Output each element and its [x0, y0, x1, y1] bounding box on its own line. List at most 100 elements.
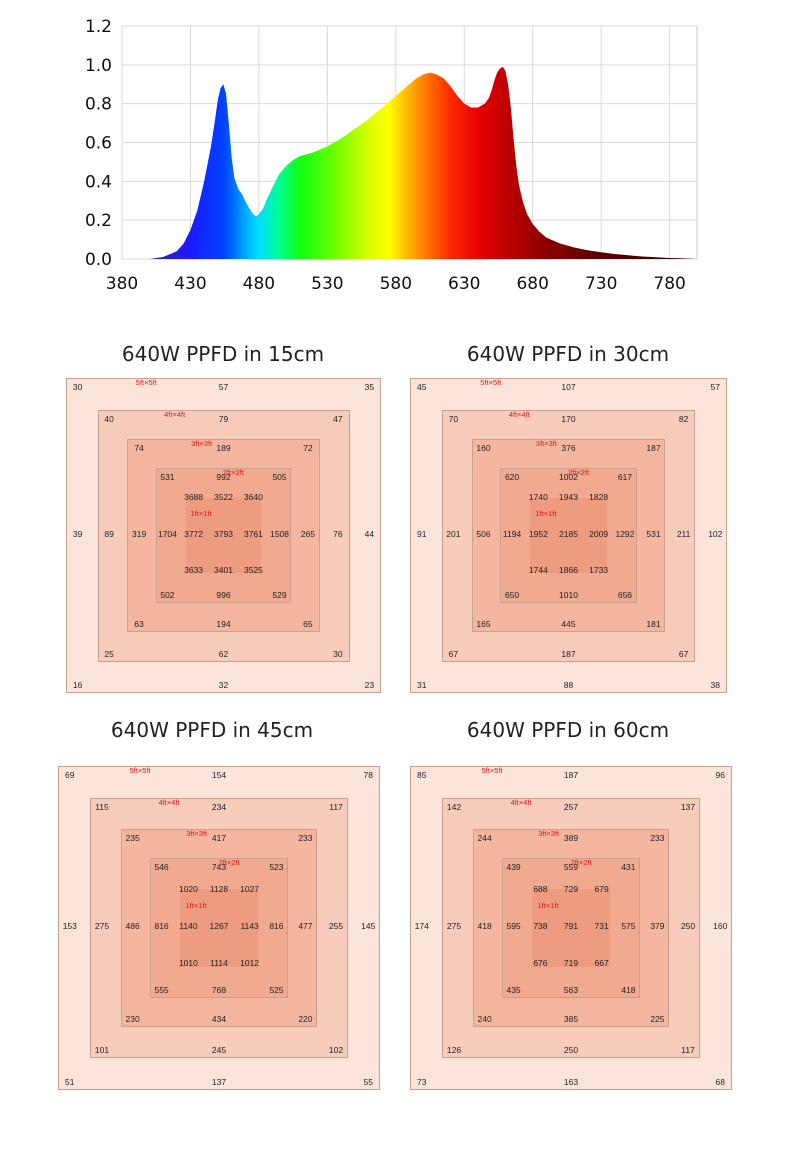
ppfd-value: 85 — [417, 770, 427, 780]
spectrum-chart: 0.0 0.2 0.4 0.6 0.8 1.0 1.2 380 430 480 530 580 630 6… — [85, 17, 698, 294]
1ft-zone-square — [530, 497, 607, 574]
ppfd-value: 531 — [646, 528, 661, 539]
ppfd-value: 142 — [446, 802, 462, 813]
ppfd-value: 72 — [303, 443, 313, 454]
ppfd-value: 38 — [710, 680, 721, 690]
ppfd-value: 2009 — [589, 528, 609, 539]
ppfd-value: 656 — [617, 590, 633, 601]
ppfd-value: 1143 — [240, 921, 259, 931]
ppfd-value: 319 — [132, 528, 147, 539]
ppfd-value: 69 — [65, 770, 75, 780]
zone-size-label: 2ft×2ft — [567, 467, 590, 477]
ppfd-value: 617 — [617, 471, 633, 482]
ppfd-value: 563 — [563, 984, 579, 995]
ppfd-value: 1267 — [209, 921, 229, 931]
ppfd-value: 32 — [218, 680, 229, 690]
zone-size-label: 4ft×4ft — [508, 409, 530, 419]
y-tick-label: 0.0 — [85, 250, 112, 270]
ppfd-value: 1140 — [179, 921, 198, 931]
zone-size-label: 2ft×2ft — [218, 858, 240, 868]
ppfd-value: 3640 — [243, 492, 263, 503]
ppfd-value: 88 — [563, 680, 574, 690]
ppfd-value: 51 — [65, 1077, 75, 1087]
ppfd-value: 559 — [563, 862, 579, 873]
ppfd-value: 137 — [680, 802, 696, 813]
ppfd-value: 1508 — [270, 528, 290, 539]
ppfd-value: 743 — [211, 862, 227, 873]
ppfd-value: 96 — [715, 770, 725, 780]
ppfd-value: 145 — [361, 921, 376, 931]
ppfd-value: 1943 — [559, 492, 578, 503]
1ft-zone-square — [180, 889, 258, 967]
y-tick-label: 0.2 — [85, 211, 112, 231]
ppfd-value: 2185 — [559, 528, 578, 539]
ppfd-value: 996 — [216, 590, 231, 601]
ppfd-value: 30 — [333, 648, 343, 659]
ppfd-value: 35 — [364, 382, 375, 392]
ppfd-value: 233 — [298, 833, 313, 844]
ppfd-value: 505 — [272, 471, 287, 482]
ppfd-value: 16 — [72, 680, 83, 690]
ppfd-value: 376 — [561, 443, 576, 454]
ppfd-value: 137 — [211, 1077, 227, 1087]
ppfd-value: 816 — [269, 921, 284, 931]
ppfd-value: 1733 — [589, 564, 609, 575]
ppfd-value: 523 — [269, 862, 284, 873]
ppfd-value: 74 — [134, 443, 144, 454]
ppfd-value: 76 — [333, 528, 343, 539]
ppfd-value: 255 — [328, 921, 344, 931]
ppfd-value: 82 — [678, 413, 689, 424]
ppfd-value: 165 — [476, 618, 491, 629]
y-tick-label: 1.0 — [85, 56, 112, 76]
zone-size-label: 3ft×3ft — [186, 829, 208, 839]
ppfd-value: 23 — [364, 680, 375, 690]
x-tick-label: 530 — [311, 274, 343, 294]
ppfd-value: 486 — [125, 921, 140, 931]
ppfd-value: 257 — [563, 802, 579, 813]
ppfd-value: 225 — [650, 1013, 665, 1024]
ppfd-value: 240 — [477, 1013, 492, 1024]
zone-size-label: 5ft×5ft — [480, 378, 502, 387]
ppfd-value: 31 — [416, 680, 427, 690]
ppfd-value: 3761 — [243, 528, 263, 539]
ppfd-value: 620 — [504, 471, 520, 482]
zone-size-label: 5ft×5ft — [135, 378, 157, 387]
ppfd-value: 731 — [594, 921, 609, 931]
ppfd-value: 506 — [476, 528, 491, 539]
ppfd-value: 174 — [414, 921, 429, 931]
ppfd-value: 189 — [216, 443, 231, 454]
zone-size-label: 2ft×2ft — [222, 467, 244, 477]
ppfd-value: 73 — [417, 1077, 427, 1087]
x-tick-label: 430 — [174, 274, 206, 294]
ppfd-value: 3688 — [184, 492, 204, 503]
ppfd-value: 187 — [646, 443, 661, 454]
zone-size-label: 5ft×5ft — [129, 766, 151, 775]
ppfd-value: 233 — [650, 833, 665, 844]
ppfd-value: 3633 — [184, 564, 204, 575]
ppfd-value: 434 — [211, 1013, 227, 1024]
ppfd-value: 1128 — [209, 883, 229, 894]
zone-size-label: 4ft×4ft — [164, 409, 186, 419]
ppfd-value: 67 — [678, 648, 689, 659]
ppfd-value: 187 — [561, 648, 576, 659]
ppfd-value: 275 — [446, 921, 462, 931]
ppfd-value: 3401 — [214, 564, 233, 575]
ppfd-value: 650 — [504, 590, 520, 601]
ppfd-title-30cm: 640W PPFD in 30cm — [466, 342, 670, 366]
ppfd-value: 201 — [446, 528, 461, 539]
ppfd-value: 3793 — [214, 528, 233, 539]
ppfd-value: 25 — [104, 648, 114, 659]
ppfd-value: 1027 — [240, 883, 260, 894]
ppfd-value: 250 — [563, 1044, 579, 1055]
ppfd-value: 379 — [650, 921, 665, 931]
x-tick-label: 680 — [516, 274, 548, 294]
ppfd-value: 230 — [125, 1013, 140, 1024]
ppfd-value: 220 — [298, 1013, 313, 1024]
ppfd-value: 211 — [676, 528, 691, 539]
ppfd-value: 719 — [563, 958, 579, 969]
ppfd-value: 57 — [710, 382, 721, 392]
ppfd-grid-15cm: 30 57 35 39 44 16 32 23 5ft×5ft 40 79 47 89 76 25 62 30 4… — [66, 378, 381, 693]
ppfd-value: 234 — [211, 802, 227, 813]
ppfd-value: 729 — [563, 883, 579, 894]
ppfd-value: 435 — [506, 984, 521, 995]
